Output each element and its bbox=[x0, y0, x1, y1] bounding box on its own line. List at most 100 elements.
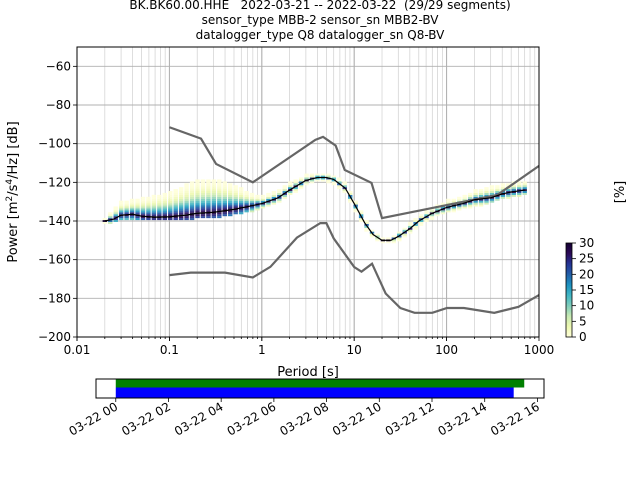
psd-histogram-cell bbox=[506, 189, 511, 192]
psd-histogram-cell bbox=[206, 212, 211, 215]
psd-histogram-cell bbox=[462, 196, 467, 199]
psd-histogram-cell bbox=[173, 198, 178, 201]
psd-histogram-cell bbox=[315, 175, 320, 178]
psd-histogram-cell bbox=[222, 206, 227, 209]
psd-histogram-cell bbox=[217, 185, 222, 188]
psd-histogram-cell bbox=[206, 206, 211, 209]
psd-histogram-cell bbox=[282, 191, 287, 193]
psd-histogram-cell bbox=[157, 196, 162, 199]
psd-histogram-cell bbox=[189, 187, 195, 190]
psd-histogram-cell bbox=[189, 214, 195, 217]
psd-histogram-cell bbox=[238, 194, 244, 197]
psd-histogram-cell bbox=[184, 187, 189, 190]
psd-histogram-cell bbox=[162, 194, 167, 197]
psd-histogram-cell bbox=[151, 210, 157, 213]
psd-histogram-cell bbox=[347, 191, 353, 193]
psd-histogram-cell bbox=[233, 191, 238, 193]
psd-histogram-cell bbox=[244, 210, 249, 213]
psd-histogram-cell bbox=[511, 185, 516, 188]
psd-histogram-cell bbox=[108, 221, 113, 224]
psd-histogram-cell bbox=[173, 206, 178, 209]
psd-histogram-cell bbox=[473, 200, 478, 203]
psd-histogram-cell bbox=[200, 192, 206, 195]
psd-histogram-cell bbox=[200, 194, 206, 197]
psd-histogram-cell bbox=[304, 175, 309, 178]
psd-histogram-cell bbox=[277, 189, 282, 192]
psd-histogram-cell bbox=[353, 202, 358, 205]
psd-histogram-cell bbox=[211, 212, 217, 215]
psd-histogram-cell bbox=[244, 198, 249, 201]
psd-histogram-cell bbox=[157, 212, 162, 215]
psd-histogram-cell bbox=[484, 191, 489, 193]
psd-histogram-cell bbox=[129, 218, 135, 221]
psd-histogram-cell bbox=[124, 212, 129, 215]
psd-histogram-cell bbox=[457, 196, 462, 199]
psd-histogram-cell bbox=[424, 218, 429, 221]
psd-histogram-cell bbox=[222, 187, 227, 190]
psd-histogram-cell bbox=[195, 210, 200, 213]
psd-histogram-cell bbox=[129, 198, 135, 201]
psd-histogram-cell bbox=[424, 212, 429, 215]
psd-histogram-cell bbox=[506, 191, 511, 193]
colorbar-gradient bbox=[565, 242, 573, 338]
psd-histogram-cell bbox=[375, 233, 380, 236]
psd-histogram-cell bbox=[140, 200, 146, 203]
psd-histogram-cell bbox=[222, 212, 227, 215]
psd-histogram-cell bbox=[189, 218, 195, 221]
psd-histogram-cell bbox=[168, 196, 173, 199]
psd-histogram-cell bbox=[522, 185, 527, 188]
psd-histogram-cell bbox=[298, 179, 304, 182]
psd-histogram-cell bbox=[418, 223, 424, 226]
psd-histogram-cell bbox=[266, 192, 271, 195]
psd-histogram-cell bbox=[288, 185, 293, 188]
psd-histogram-cell bbox=[129, 204, 135, 207]
psd-mode-line bbox=[104, 176, 525, 241]
psd-histogram-cell bbox=[195, 206, 200, 209]
psd-histogram-cell bbox=[288, 187, 293, 190]
psd-histogram-cell bbox=[478, 204, 484, 207]
psd-histogram-cell bbox=[304, 183, 309, 186]
psd-histogram-cell bbox=[184, 192, 189, 195]
psd-histogram-cell bbox=[189, 196, 195, 199]
psd-histogram-cell bbox=[233, 204, 238, 207]
psd-histogram-cell bbox=[189, 204, 195, 207]
psd-histogram-cell bbox=[211, 191, 217, 193]
psd-histogram-cell bbox=[369, 229, 375, 232]
y-tick-label: −80 bbox=[46, 98, 71, 112]
psd-histogram-cell bbox=[211, 196, 217, 199]
psd-histogram-cell bbox=[178, 198, 184, 201]
psd-histogram-cell bbox=[407, 231, 413, 234]
psd-histogram-cell bbox=[467, 196, 473, 199]
psd-histogram-cell bbox=[173, 204, 178, 207]
psd-histogram-cell bbox=[484, 200, 489, 203]
y-tick-label: −160 bbox=[38, 253, 71, 267]
psd-histogram-cell bbox=[222, 204, 227, 207]
psd-histogram-cell bbox=[173, 194, 178, 197]
x-tick-label: 100 bbox=[435, 343, 458, 357]
psd-histogram-cell bbox=[222, 185, 227, 188]
psd-histogram-cell bbox=[195, 192, 200, 195]
psd-histogram-cell bbox=[402, 227, 407, 230]
psd-histogram-cell bbox=[189, 181, 195, 184]
psd-histogram-cell bbox=[249, 196, 255, 199]
psd-histogram-cell bbox=[238, 208, 244, 211]
psd-histogram-cell bbox=[102, 221, 108, 224]
psd-histogram-cell bbox=[168, 208, 173, 211]
psd-histogram-cell bbox=[298, 185, 304, 188]
psd-histogram-cell bbox=[222, 191, 227, 193]
psd-histogram-cell bbox=[200, 210, 206, 213]
psd-histogram-cell bbox=[146, 200, 151, 203]
psd-histogram-cell bbox=[173, 210, 178, 213]
psd-histogram-cell bbox=[200, 191, 206, 193]
psd-histogram-cell bbox=[233, 200, 238, 203]
psd-histogram-cell bbox=[124, 218, 129, 221]
psd-histogram-cell bbox=[113, 212, 118, 215]
timeline-bar bbox=[115, 379, 525, 388]
psd-histogram-cell bbox=[233, 189, 238, 192]
psd-histogram-cell bbox=[118, 202, 124, 205]
psd-histogram-cell bbox=[315, 173, 320, 176]
psd-histogram-cell bbox=[517, 185, 522, 188]
psd-histogram-cell bbox=[206, 191, 211, 193]
psd-histogram-cell bbox=[135, 206, 140, 209]
psd-histogram-cell bbox=[189, 185, 195, 188]
